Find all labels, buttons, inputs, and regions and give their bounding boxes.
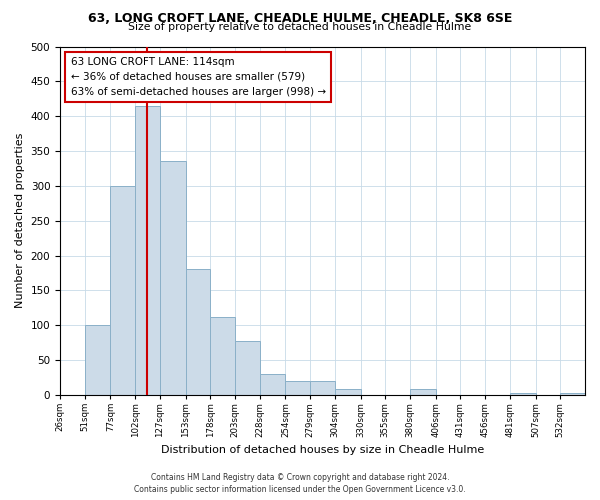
Bar: [560, 394, 585, 395]
Y-axis label: Number of detached properties: Number of detached properties: [15, 133, 25, 308]
Bar: [410, 390, 436, 395]
Bar: [135, 106, 160, 395]
Bar: [160, 162, 185, 395]
Bar: [185, 270, 211, 395]
Text: Size of property relative to detached houses in Cheadle Hulme: Size of property relative to detached ho…: [128, 22, 472, 32]
X-axis label: Distribution of detached houses by size in Cheadle Hulme: Distribution of detached houses by size …: [161, 445, 484, 455]
Text: 63, LONG CROFT LANE, CHEADLE HULME, CHEADLE, SK8 6SE: 63, LONG CROFT LANE, CHEADLE HULME, CHEA…: [88, 12, 512, 26]
Bar: [510, 394, 536, 395]
Bar: [110, 186, 135, 395]
Bar: [286, 381, 310, 395]
Bar: [85, 325, 110, 395]
Bar: [211, 317, 235, 395]
Bar: [310, 381, 335, 395]
Bar: [260, 374, 286, 395]
Text: 63 LONG CROFT LANE: 114sqm
← 36% of detached houses are smaller (579)
63% of sem: 63 LONG CROFT LANE: 114sqm ← 36% of deta…: [71, 57, 326, 96]
Bar: [235, 341, 260, 395]
Text: Contains HM Land Registry data © Crown copyright and database right 2024.
Contai: Contains HM Land Registry data © Crown c…: [134, 472, 466, 494]
Bar: [335, 390, 361, 395]
